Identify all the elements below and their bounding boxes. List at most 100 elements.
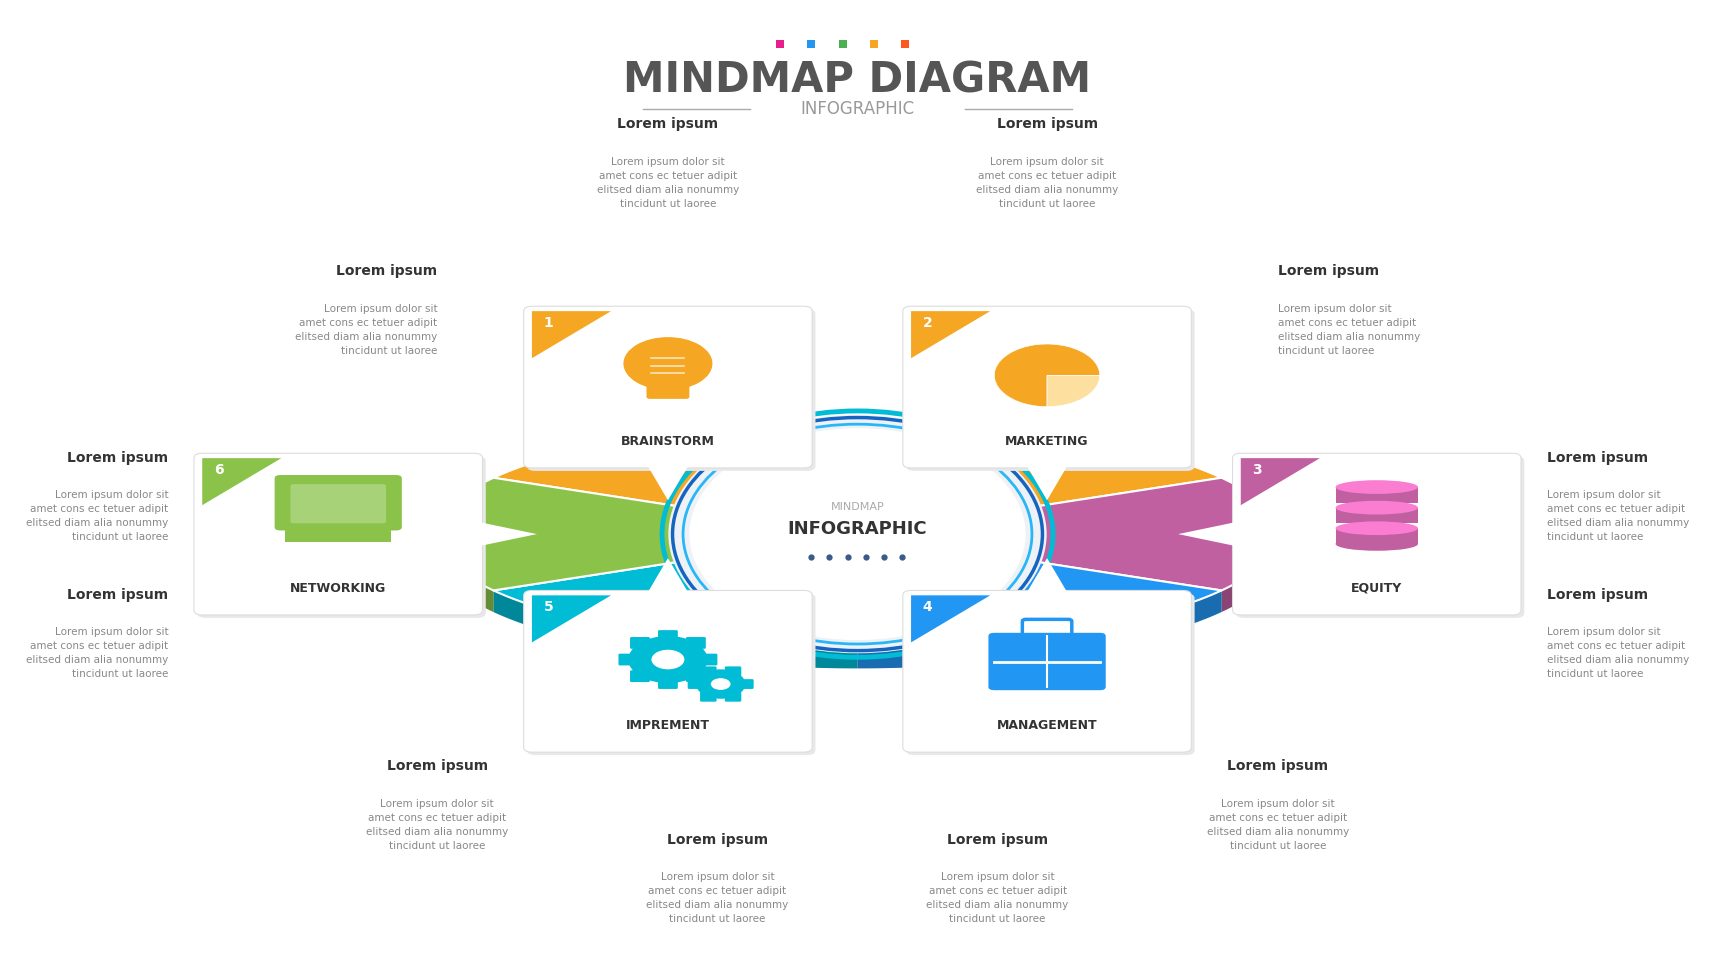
Polygon shape [1023,462,1070,500]
Polygon shape [531,596,610,643]
Text: MANAGEMENT: MANAGEMENT [996,719,1097,732]
Wedge shape [994,344,1099,407]
Polygon shape [1023,559,1070,597]
Text: Lorem ipsum: Lorem ipsum [336,265,437,278]
Wedge shape [1047,375,1099,407]
Polygon shape [494,590,857,668]
FancyBboxPatch shape [523,306,812,468]
Polygon shape [857,590,1220,668]
Text: Lorem ipsum dolor sit
amet cons ec tetuer adipit
elitsed diam alia nonummy
tinci: Lorem ipsum dolor sit amet cons ec tetue… [1546,490,1688,542]
Text: MARKETING: MARKETING [1004,435,1088,448]
Text: Lorem ipsum dolor sit
amet cons ec tetuer adipit
elitsed diam alia nonummy
tinci: Lorem ipsum dolor sit amet cons ec tetue… [1207,799,1349,851]
FancyBboxPatch shape [902,306,1191,468]
FancyBboxPatch shape [686,637,706,649]
Text: 1: 1 [543,316,554,330]
Text: Lorem ipsum: Lorem ipsum [386,760,487,773]
Text: Lorem ipsum: Lorem ipsum [946,833,1047,847]
FancyBboxPatch shape [725,666,740,676]
FancyBboxPatch shape [526,594,814,755]
FancyBboxPatch shape [687,679,704,689]
Text: Lorem ipsum dolor sit
amet cons ec tetuer adipit
elitsed diam alia nonummy
tinci: Lorem ipsum dolor sit amet cons ec tetue… [975,157,1118,209]
FancyBboxPatch shape [290,484,386,523]
Text: Lorem ipsum dolor sit
amet cons ec tetuer adipit
elitsed diam alia nonummy
tinci: Lorem ipsum dolor sit amet cons ec tetue… [26,627,168,679]
Bar [1335,508,1417,523]
Text: 3: 3 [1251,463,1262,477]
FancyBboxPatch shape [699,666,716,676]
FancyBboxPatch shape [658,677,677,689]
Polygon shape [910,596,989,643]
Text: Lorem ipsum dolor sit
amet cons ec tetuer adipit
elitsed diam alia nonummy
tinci: Lorem ipsum dolor sit amet cons ec tetue… [295,304,437,356]
Text: 4: 4 [922,600,932,614]
FancyBboxPatch shape [725,692,740,702]
Text: NETWORKING: NETWORKING [290,582,386,595]
FancyBboxPatch shape [629,670,650,682]
Polygon shape [437,478,857,590]
Circle shape [624,337,711,390]
Polygon shape [1220,529,1277,612]
FancyBboxPatch shape [737,679,752,689]
Text: Lorem ipsum: Lorem ipsum [667,833,768,847]
FancyBboxPatch shape [526,310,814,471]
FancyBboxPatch shape [905,594,1195,755]
Text: Lorem ipsum dolor sit
amet cons ec tetuer adipit
elitsed diam alia nonummy
tinci: Lorem ipsum dolor sit amet cons ec tetue… [646,872,788,924]
Text: 5: 5 [543,600,554,614]
Text: MINDMAP DIAGRAM: MINDMAP DIAGRAM [624,60,1090,101]
Ellipse shape [1335,537,1417,551]
Text: MINDMAP: MINDMAP [830,502,884,512]
Polygon shape [1239,459,1320,506]
Polygon shape [644,559,691,597]
Polygon shape [910,312,989,359]
Bar [1335,528,1417,544]
Text: INFOGRAPHIC: INFOGRAPHIC [787,520,927,538]
Ellipse shape [689,428,1025,640]
Circle shape [710,678,730,690]
Polygon shape [471,520,536,548]
Polygon shape [494,534,857,647]
FancyBboxPatch shape [1232,453,1520,615]
Text: Lorem ipsum dolor sit
amet cons ec tetuer adipit
elitsed diam alia nonummy
tinci: Lorem ipsum dolor sit amet cons ec tetue… [26,490,168,542]
Text: Lorem ipsum: Lorem ipsum [1546,588,1647,602]
Polygon shape [202,459,281,506]
Polygon shape [857,534,1220,647]
Text: Lorem ipsum: Lorem ipsum [1277,265,1378,278]
Ellipse shape [1335,521,1417,535]
Polygon shape [857,478,1277,590]
Text: Lorem ipsum dolor sit
amet cons ec tetuer adipit
elitsed diam alia nonummy
tinci: Lorem ipsum dolor sit amet cons ec tetue… [926,872,1068,924]
Text: Lorem ipsum: Lorem ipsum [996,118,1097,131]
Text: Lorem ipsum: Lorem ipsum [67,588,168,602]
Ellipse shape [437,443,1277,668]
Text: 2: 2 [922,316,932,330]
FancyBboxPatch shape [698,654,716,665]
FancyBboxPatch shape [619,654,638,665]
FancyBboxPatch shape [658,630,677,642]
FancyBboxPatch shape [987,632,1106,691]
Ellipse shape [1335,480,1417,494]
FancyBboxPatch shape [905,310,1195,471]
Polygon shape [1178,520,1243,548]
Text: Lorem ipsum dolor sit
amet cons ec tetuer adipit
elitsed diam alia nonummy
tinci: Lorem ipsum dolor sit amet cons ec tetue… [365,799,507,851]
Text: BRAINSTORM: BRAINSTORM [620,435,715,448]
Text: EQUITY: EQUITY [1351,582,1402,595]
Circle shape [651,650,684,669]
Text: Lorem ipsum: Lorem ipsum [1227,760,1328,773]
Text: Lorem ipsum dolor sit
amet cons ec tetuer adipit
elitsed diam alia nonummy
tinci: Lorem ipsum dolor sit amet cons ec tetue… [596,157,739,209]
Text: INFOGRAPHIC: INFOGRAPHIC [800,100,914,118]
FancyBboxPatch shape [902,590,1191,753]
Polygon shape [644,462,691,500]
Bar [285,527,391,542]
Ellipse shape [668,415,1046,654]
FancyBboxPatch shape [274,474,403,531]
Text: IMPREMENT: IMPREMENT [626,719,710,732]
Polygon shape [494,421,857,534]
Text: 6: 6 [214,463,223,477]
Text: Lorem ipsum: Lorem ipsum [1546,451,1647,465]
Circle shape [627,636,708,683]
FancyBboxPatch shape [1236,457,1524,618]
FancyBboxPatch shape [699,692,716,702]
Polygon shape [531,312,610,359]
Text: Lorem ipsum: Lorem ipsum [67,451,168,465]
Text: Lorem ipsum dolor sit
amet cons ec tetuer adipit
elitsed diam alia nonummy
tinci: Lorem ipsum dolor sit amet cons ec tetue… [1277,304,1419,356]
Text: Lorem ipsum dolor sit
amet cons ec tetuer adipit
elitsed diam alia nonummy
tinci: Lorem ipsum dolor sit amet cons ec tetue… [1546,627,1688,679]
FancyBboxPatch shape [197,457,485,618]
FancyBboxPatch shape [646,373,689,399]
